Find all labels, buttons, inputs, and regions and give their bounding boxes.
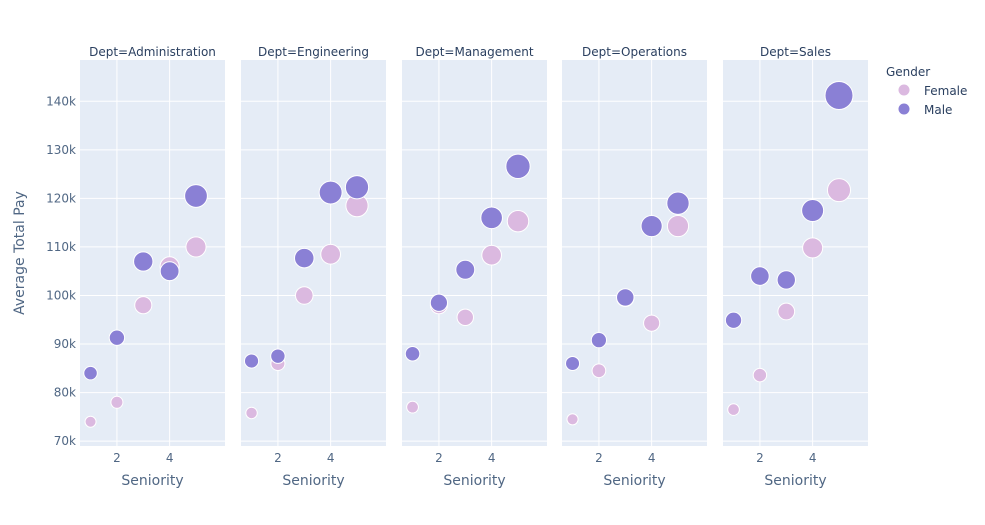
legend[interactable]: Gender Female Male <box>886 65 967 117</box>
data-point-male <box>243 353 260 369</box>
data-point-male <box>640 214 663 238</box>
y-tick-label: 80k <box>54 386 76 400</box>
facet-panels: Dept=Administration 2 4 Seniority 70k 80k 90k 1… <box>46 45 868 489</box>
x-axis-title: Seniority <box>121 473 183 489</box>
y-tick-label: 70k <box>54 434 76 448</box>
data-point-female <box>134 296 153 315</box>
data-point-female <box>752 367 768 383</box>
data-point-male <box>83 365 98 381</box>
data-point-female <box>245 406 258 420</box>
data-point-male <box>824 80 854 110</box>
facet-title: Dept=Engineering <box>258 45 369 59</box>
y-tick-label: 90k <box>54 337 76 351</box>
data-point-female <box>506 209 530 233</box>
data-point-female <box>481 244 502 266</box>
legend-marker-female[interactable] <box>898 84 910 96</box>
facet-panel: Dept=Management 2 4 Seniority <box>402 45 547 489</box>
x-tick-label: 4 <box>166 451 174 465</box>
facet-panel: Dept=Operations 2 4 Seniority <box>562 45 707 489</box>
data-point-male <box>294 247 315 269</box>
y-tick-label: 130k <box>46 143 76 157</box>
data-point-female <box>185 236 207 258</box>
data-point-male <box>666 191 690 215</box>
facet-title: Dept=Operations <box>582 45 687 59</box>
x-axis-title: Seniority <box>764 473 826 489</box>
facet-title: Dept=Management <box>415 45 533 59</box>
facet-panel: Dept=Sales 2 4 Seniority <box>723 45 868 489</box>
x-axis-title: Seniority <box>443 473 505 489</box>
y-axis-title: Average Total Pay <box>12 191 28 315</box>
data-point-male <box>505 153 531 179</box>
x-tick-label: 2 <box>595 451 603 465</box>
data-point-male <box>344 175 370 200</box>
data-point-female <box>110 395 124 409</box>
data-point-male <box>159 261 180 282</box>
data-point-female <box>666 214 690 238</box>
legend-label-female[interactable]: Female <box>924 84 967 98</box>
data-point-male <box>590 332 608 349</box>
data-point-male <box>455 259 476 280</box>
plot-background <box>402 60 547 446</box>
plot-background <box>562 60 707 446</box>
data-point-male <box>318 180 343 205</box>
data-point-female <box>727 403 740 416</box>
y-tick-label: 140k <box>46 94 76 108</box>
x-tick-label: 2 <box>113 451 121 465</box>
data-point-male <box>133 251 154 272</box>
legend-marker-male[interactable] <box>898 103 910 115</box>
data-point-female <box>826 178 852 203</box>
data-point-male <box>429 293 449 312</box>
data-point-male <box>801 199 825 223</box>
data-point-male <box>565 355 581 371</box>
data-point-female <box>320 243 342 265</box>
data-point-female <box>84 415 97 428</box>
y-tick-label: 120k <box>46 191 76 205</box>
data-point-male <box>750 266 770 286</box>
data-point-female <box>406 400 419 414</box>
legend-label-male[interactable]: Male <box>924 103 952 117</box>
data-point-male <box>270 348 286 364</box>
x-tick-label: 4 <box>488 451 496 465</box>
data-point-male <box>404 345 421 362</box>
data-point-female <box>456 308 474 327</box>
data-point-male <box>616 288 635 307</box>
facet-title: Dept=Administration <box>89 45 216 59</box>
facet-panel: Dept=Administration 2 4 Seniority 70k 80k 90k 1… <box>46 45 225 489</box>
facet-panel: Dept=Engineering 2 4 Seniority <box>241 45 386 489</box>
x-tick-label: 4 <box>327 451 335 465</box>
y-tick-label: 110k <box>46 240 76 254</box>
plot-background <box>241 60 386 446</box>
x-tick-label: 2 <box>756 451 764 465</box>
data-point-male <box>480 206 503 230</box>
legend-title: Gender <box>886 65 930 79</box>
y-tick-label: 100k <box>46 288 76 302</box>
data-point-male <box>184 184 208 208</box>
data-point-female <box>802 237 824 259</box>
data-point-female <box>777 302 796 321</box>
x-axis-title: Seniority <box>282 473 344 489</box>
x-tick-label: 4 <box>809 451 817 465</box>
x-tick-label: 2 <box>274 451 282 465</box>
x-tick-label: 2 <box>435 451 443 465</box>
plot-background <box>723 60 868 446</box>
data-point-female <box>591 363 607 379</box>
data-point-female <box>566 413 579 426</box>
data-point-male <box>108 329 126 346</box>
data-point-female <box>294 286 314 305</box>
data-point-male <box>724 311 743 329</box>
data-point-male <box>776 270 796 290</box>
x-axis-title: Seniority <box>603 473 665 489</box>
x-tick-label: 4 <box>648 451 656 465</box>
facet-title: Dept=Sales <box>760 45 831 59</box>
data-point-female <box>643 314 661 332</box>
